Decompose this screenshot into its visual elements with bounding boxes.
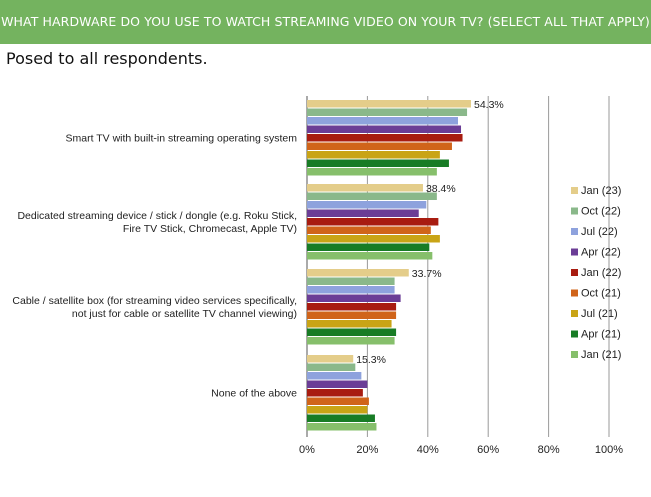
bar: [307, 226, 431, 234]
bar: [307, 294, 401, 302]
bar: [307, 337, 395, 345]
bar: [307, 355, 354, 363]
bar: [307, 277, 395, 285]
x-axis-ticks: 0% 20% 40% 60% 80% 100%: [299, 444, 623, 456]
bar: [307, 372, 362, 380]
bars: [307, 100, 471, 431]
legend-label: Apr (21): [581, 329, 621, 341]
bar: [307, 406, 368, 414]
bar: [307, 159, 449, 167]
category-labels: Smart TV with built-in streaming operati…: [12, 132, 297, 399]
bar: [307, 168, 437, 176]
legend-swatch: [571, 351, 578, 358]
bar: [307, 100, 471, 108]
legend-swatch: [571, 207, 578, 215]
value-labels: 54.3% 38.4% 33.7% 15.3%: [356, 99, 504, 366]
bar: [307, 269, 409, 277]
bar: [307, 235, 440, 243]
value-label: 33.7%: [412, 268, 442, 280]
bar: [307, 423, 377, 431]
bar: [307, 303, 397, 311]
bar: [307, 320, 392, 328]
legend-swatch: [571, 228, 578, 235]
bar: [307, 108, 468, 116]
category-label: not just for cable or satellite TV chann…: [72, 308, 297, 320]
category-label: Cable / satellite box (for streaming vid…: [12, 295, 297, 307]
bar: [307, 380, 368, 388]
legend-swatch: [571, 269, 578, 276]
category-label: Smart TV with built-in streaming operati…: [66, 132, 298, 144]
category-label: Dedicated streaming device / stick / don…: [17, 210, 297, 222]
chart-title-banner: WHAT HARDWARE DO YOU USE TO WATCH STREAM…: [0, 0, 651, 44]
bar: [307, 151, 440, 159]
category-label: Fire TV Stick, Chromecast, Apple TV): [123, 223, 297, 235]
bar: [307, 243, 430, 251]
bar: [307, 209, 419, 217]
x-tick-label: 100%: [595, 444, 623, 456]
x-tick-label: 80%: [538, 444, 560, 456]
category-label: None of the above: [211, 387, 297, 399]
legend-label: Jan (23): [581, 185, 621, 197]
bar: [307, 142, 452, 150]
bar: [307, 389, 363, 397]
bar: [307, 184, 423, 192]
legend-swatch: [571, 248, 578, 256]
x-tick-label: 0%: [299, 444, 315, 456]
legend: Jan (23) Oct (22) Jul (22) Apr (22) Jan (22)…: [571, 185, 621, 361]
bar: [307, 252, 433, 260]
bar: [307, 134, 463, 142]
bar: [307, 414, 375, 422]
bar: [307, 311, 397, 319]
bar: [307, 192, 437, 200]
x-tick-label: 40%: [417, 444, 439, 456]
bar: [307, 125, 462, 133]
value-label: 54.3%: [474, 99, 504, 111]
x-tick-label: 60%: [477, 444, 499, 456]
x-tick-label: 20%: [356, 444, 378, 456]
bar: [307, 201, 427, 209]
legend-label: Apr (22): [581, 247, 621, 259]
legend-swatch: [571, 289, 578, 297]
legend-swatch: [571, 310, 578, 317]
value-label: 15.3%: [356, 354, 386, 366]
legend-label: Jan (21): [581, 349, 621, 361]
bar: [307, 328, 397, 336]
bar: [307, 397, 369, 405]
legend-label: Jul (21): [581, 308, 618, 320]
bar: [307, 218, 439, 226]
value-label: 38.4%: [426, 183, 456, 195]
bar: [307, 363, 356, 371]
bar: [307, 286, 395, 294]
legend-label: Oct (22): [581, 206, 621, 218]
chart-subtitle: Posed to all respondents.: [6, 49, 208, 68]
bar: [307, 117, 458, 125]
legend-label: Oct (21): [581, 288, 621, 300]
legend-label: Jan (22): [581, 267, 621, 279]
legend-swatch: [571, 330, 578, 338]
legend-label: Jul (22): [581, 226, 618, 238]
legend-swatch: [571, 187, 578, 194]
